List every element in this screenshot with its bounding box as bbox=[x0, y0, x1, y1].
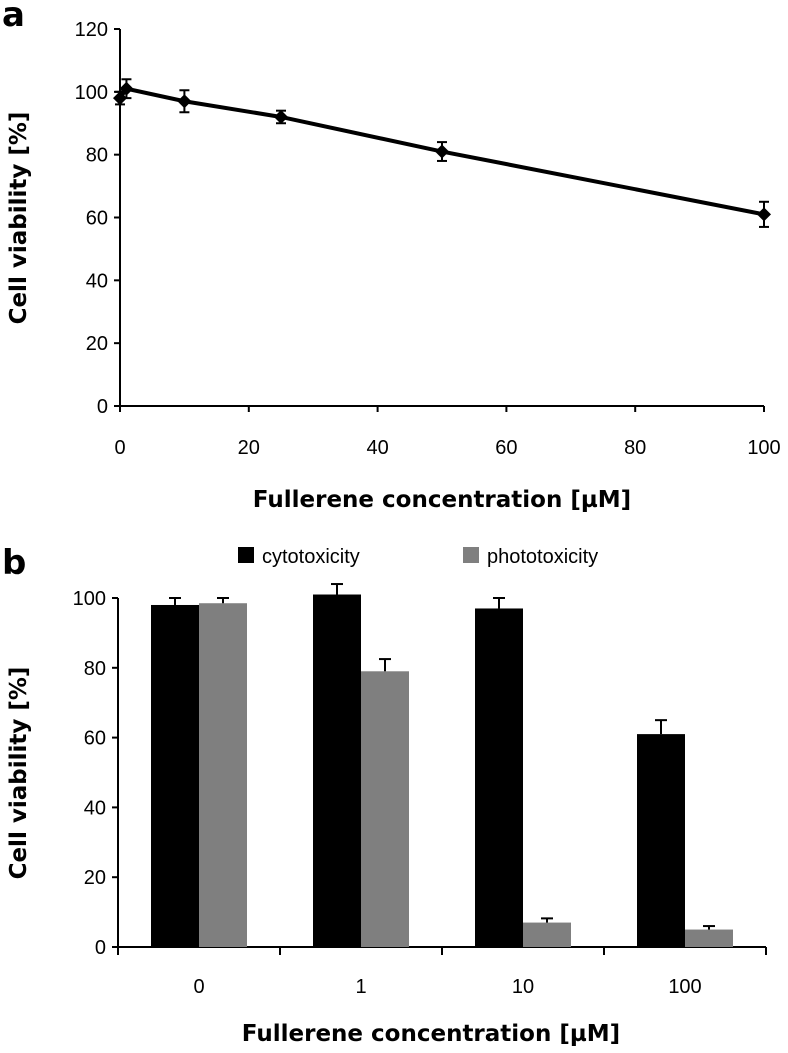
panel-a-data-point bbox=[274, 109, 288, 124]
panel-b-y-tick-label: 0 bbox=[95, 937, 106, 959]
panel-b-x-tick-label: 10 bbox=[512, 976, 534, 998]
panel-a-y-tick-label: 120 bbox=[75, 19, 108, 41]
panel-a-x-tick-label: 100 bbox=[747, 437, 780, 459]
panel-b-bar-phototoxicity bbox=[685, 929, 733, 947]
panel-a-x-axis-title: Fullerene concentration [µM] bbox=[253, 487, 631, 513]
panel-b-x-tick-label: 1 bbox=[355, 976, 366, 998]
panel-a-y-tick-label: 80 bbox=[86, 145, 108, 167]
panel-a-x-tick-label: 40 bbox=[366, 437, 388, 459]
legend-swatch-phototoxicity bbox=[463, 547, 479, 563]
panel-b-bar-cytotoxicity bbox=[151, 604, 199, 947]
panel-b-bar-cytotoxicity bbox=[637, 734, 685, 947]
panel-a-y-tick-label: 60 bbox=[86, 208, 108, 230]
panel-b-bars bbox=[151, 583, 733, 947]
panel-b-x-tick-label: 100 bbox=[668, 976, 701, 998]
panel-b-legend: cytotoxicity phototoxicity bbox=[238, 546, 598, 568]
panel-a: a 0 20 40 60 80 100 120 0 20 40 60 80 100 Cell viab… bbox=[2, 0, 781, 513]
panel-b: b cytotoxicity phototoxicity 020406080100… bbox=[2, 543, 767, 1047]
panel-b-label: b bbox=[2, 543, 26, 583]
panel-a-x-tick-label: 20 bbox=[238, 437, 260, 459]
panel-a-data-point bbox=[435, 144, 449, 159]
panel-a-y-tick-label: 40 bbox=[86, 270, 108, 292]
panel-b-y-tick-label: 60 bbox=[84, 728, 106, 750]
panel-a-y-tick-label: 100 bbox=[75, 82, 108, 104]
panel-b-y-tick-label: 80 bbox=[84, 658, 106, 680]
panel-a-label: a bbox=[2, 0, 25, 35]
panel-b-y-tick-label: 20 bbox=[84, 867, 106, 889]
panel-b-bar-cytotoxicity bbox=[313, 594, 361, 947]
panel-a-y-tick-label: 20 bbox=[86, 333, 108, 355]
panel-a-data-point bbox=[119, 81, 134, 96]
panel-b-x-tick-label: 0 bbox=[193, 976, 204, 998]
panel-b-bar-phototoxicity bbox=[361, 671, 409, 947]
panel-a-data-point bbox=[757, 207, 771, 222]
legend-label-cytotoxicity: cytotoxicity bbox=[262, 546, 360, 568]
panel-a-data-point bbox=[177, 94, 192, 109]
panel-b-bar-phototoxicity bbox=[523, 922, 571, 947]
legend-swatch-cytotoxicity bbox=[238, 547, 254, 563]
panel-a-x-ticks: 0 20 40 60 80 100 bbox=[114, 406, 781, 459]
panel-a-x-tick-label: 80 bbox=[624, 437, 646, 459]
panel-b-x-axis-title: Fullerene concentration [µM] bbox=[242, 1021, 620, 1047]
panel-a-y-ticks: 0 20 40 60 80 100 120 bbox=[75, 19, 120, 418]
panel-b-y-ticks: 0 20 40 60 80 100 bbox=[73, 588, 118, 959]
panel-b-y-axis-title: Cell viability [%] bbox=[6, 667, 32, 880]
panel-b-bar-cytotoxicity bbox=[475, 608, 523, 947]
panel-a-y-tick-label: 0 bbox=[97, 396, 108, 418]
legend-label-phototoxicity: phototoxicity bbox=[487, 546, 598, 568]
panel-a-y-axis-title: Cell viability [%] bbox=[6, 112, 32, 325]
panel-b-bar-phototoxicity bbox=[199, 603, 247, 947]
panel-b-y-tick-label: 40 bbox=[84, 797, 106, 819]
panel-b-x-ticks: 0 1 10 100 bbox=[117, 947, 767, 998]
panel-a-data-point bbox=[113, 91, 127, 106]
panel-b-y-tick-label: 100 bbox=[73, 588, 106, 610]
panel-a-series bbox=[113, 78, 771, 228]
panel-a-x-tick-label: 0 bbox=[114, 437, 125, 459]
panel-a-x-tick-label: 60 bbox=[495, 437, 517, 459]
